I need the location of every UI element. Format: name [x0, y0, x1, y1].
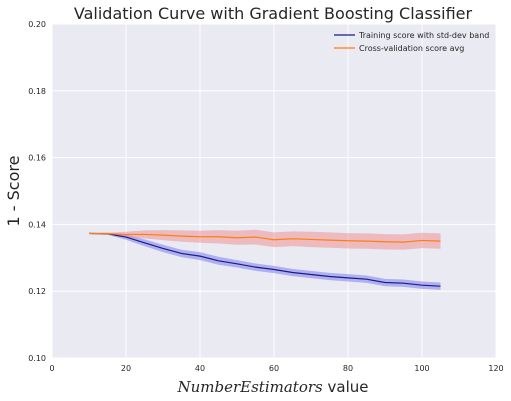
chart-title: Validation Curve with Gradient Boosting … — [74, 4, 473, 23]
cv-score-line — [88, 232, 441, 243]
legend-cv-label: Cross-validation score avg — [359, 44, 464, 53]
cv-std-band — [89, 229, 441, 250]
train-std-band — [89, 232, 441, 290]
series-lines — [88, 232, 441, 287]
legend-train-label: Training score with std-dev band — [358, 31, 489, 40]
x-tick-label: 100 — [414, 364, 429, 373]
grid-lines — [51, 23, 497, 359]
y-tick-label: 0.10 — [28, 354, 46, 363]
y-tick-label: 0.12 — [28, 287, 46, 296]
x-axis-label: NumberEstimators value — [177, 378, 369, 396]
y-tick-label: 0.18 — [28, 87, 46, 96]
x-tick-label: 60 — [269, 364, 279, 373]
x-axis-label-suffix: value — [323, 378, 369, 396]
y-tick-label: 0.16 — [28, 154, 46, 163]
x-tick-label: 20 — [121, 364, 131, 373]
tick-labels: 0 20 40 60 80 100 120 0.10 0.12 0.14 0.16 0.18 0.20 — [28, 20, 503, 373]
x-tick-label: 120 — [488, 364, 503, 373]
train-score-line — [88, 232, 441, 287]
legend: Training score with std-dev band Cross-v… — [334, 31, 489, 53]
x-tick-label: 0 — [49, 364, 54, 373]
x-tick-label: 40 — [195, 364, 205, 373]
y-axis-label: 1 - Score — [4, 156, 23, 227]
y-tick-label: 0.20 — [28, 20, 46, 29]
std-dev-bands — [89, 229, 441, 290]
x-axis-label-italic: NumberEstimators — [177, 378, 324, 396]
x-tick-label: 80 — [343, 364, 353, 373]
y-tick-label: 0.14 — [28, 220, 46, 229]
